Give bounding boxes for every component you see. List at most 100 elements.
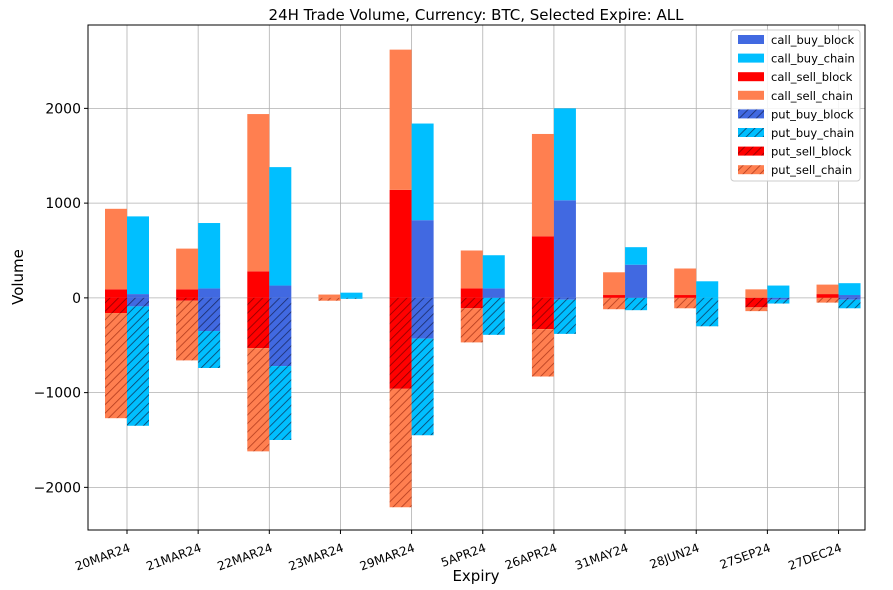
- legend-swatch-put-sell-chain: [738, 165, 764, 175]
- x-tick-label: 20MAR24: [73, 541, 132, 574]
- legend: call_buy_block call_buy_chain call_sell_bl…: [730, 29, 861, 182]
- bars: [105, 49, 861, 508]
- bar-call-sell-block: [531, 236, 554, 298]
- y-tick-label: 0: [72, 291, 81, 307]
- bar-call-sell-chain: [460, 250, 483, 289]
- bar-put-sell-chain: [460, 308, 483, 343]
- bar-put-buy-block: [127, 297, 149, 307]
- bar-put-sell-chain: [745, 307, 768, 312]
- bar-put-buy-chain: [767, 299, 790, 304]
- legend-swatch-put-sell-block: [738, 146, 764, 156]
- bar-put-buy-chain: [198, 331, 221, 368]
- bar-put-sell-chain: [247, 348, 270, 452]
- x-tick-label: 29MAR24: [358, 541, 417, 574]
- bar-put-sell-block: [176, 297, 199, 301]
- legend-label: put_buy_block: [771, 107, 854, 121]
- bar-put-buy-block: [838, 297, 861, 300]
- bar-call-sell-block: [176, 289, 199, 298]
- bar-call-buy-block: [625, 264, 648, 298]
- bar-put-sell-block: [460, 297, 483, 309]
- bar-put-buy-chain: [482, 297, 505, 335]
- bar-put-sell-block: [531, 297, 554, 330]
- bar-put-buy-block: [767, 297, 790, 300]
- bar-call-sell-block: [603, 295, 626, 298]
- legend-label: call_sell_chain: [771, 89, 853, 103]
- y-tick-label: −2000: [34, 480, 81, 496]
- bar-call-sell-chain: [176, 248, 199, 290]
- bar-call-sell-block: [247, 271, 270, 298]
- bar-put-buy-chain: [269, 366, 292, 440]
- bar-put-buy-chain: [625, 297, 648, 311]
- bar-call-sell-chain: [105, 208, 127, 290]
- bar-put-buy-block: [269, 297, 292, 367]
- bar-call-sell-chain: [389, 49, 412, 190]
- bar-put-sell-chain: [389, 388, 412, 508]
- bar-put-sell-block: [105, 297, 127, 314]
- legend-label: put_buy_chain: [771, 126, 854, 140]
- legend-label: call_sell_block: [771, 70, 853, 84]
- y-axis-label: Volume: [9, 249, 27, 305]
- bar-put-buy-chain: [696, 297, 719, 327]
- bar-put-sell-chain: [176, 300, 199, 361]
- bar-call-sell-block: [105, 289, 127, 298]
- y-tick-label: −1000: [34, 386, 81, 402]
- bar-put-buy-block: [198, 297, 221, 332]
- legend-swatch-put-buy-chain: [738, 128, 764, 137]
- y-tick-label: 2000: [45, 101, 81, 117]
- x-tick-label: 23MAR24: [287, 541, 346, 574]
- bar-put-sell-chain: [603, 297, 626, 310]
- legend-swatch-put-buy-block: [738, 109, 764, 119]
- bar-call-sell-chain: [318, 294, 341, 298]
- bar-put-sell-chain: [105, 313, 127, 419]
- bar-call-buy-chain: [269, 167, 292, 286]
- bar-call-buy-chain: [198, 223, 221, 289]
- x-tick-label: 27DEC24: [786, 541, 843, 573]
- bar-put-sell-chain: [674, 297, 697, 309]
- bar-call-buy-block: [482, 288, 505, 298]
- bar-call-buy-block: [411, 220, 434, 298]
- bar-call-buy-block: [838, 295, 861, 298]
- bar-call-sell-block: [816, 294, 839, 298]
- bar-put-sell-chain: [816, 297, 839, 303]
- x-axis-label: Expiry: [452, 567, 499, 585]
- x-tick-label: 26APR24: [503, 541, 559, 573]
- bar-call-buy-chain: [838, 283, 861, 296]
- bar-call-buy-block: [553, 200, 576, 298]
- bar-call-buy-chain: [340, 292, 363, 298]
- bar-call-buy-chain: [482, 255, 505, 289]
- bar-call-sell-chain: [247, 114, 270, 272]
- bar-put-buy-block: [553, 297, 576, 300]
- bar-call-sell-block: [674, 295, 697, 298]
- bar-call-buy-chain: [553, 108, 576, 201]
- legend-swatch-call-sell-block: [738, 72, 764, 82]
- bar-call-buy-block: [269, 285, 292, 298]
- bar-call-buy-chain: [625, 247, 648, 265]
- bar-put-buy-block: [411, 297, 434, 339]
- bar-call-sell-block: [389, 189, 412, 298]
- bar-call-buy-block: [198, 288, 221, 298]
- bar-put-buy-chain: [838, 299, 861, 309]
- bar-put-buy-chain: [340, 297, 363, 299]
- x-tick-label: 22MAR24: [216, 541, 275, 574]
- x-tick-label: 5APR24: [439, 541, 488, 570]
- x-tick-label: 21MAR24: [144, 541, 203, 574]
- bar-put-buy-chain: [411, 338, 434, 436]
- bar-put-sell-block: [745, 297, 768, 308]
- legend-label: put_sell_block: [771, 145, 852, 159]
- bar-call-sell-chain: [674, 268, 697, 296]
- x-tick-label: 31MAY24: [573, 541, 630, 573]
- bar-call-buy-chain: [127, 216, 149, 295]
- bar-put-sell-chain: [318, 297, 341, 301]
- bar-call-sell-chain: [531, 133, 554, 237]
- legend-label: call_buy_block: [771, 33, 855, 47]
- bar-call-buy-chain: [767, 285, 790, 298]
- bar-call-sell-chain: [816, 284, 839, 295]
- legend-swatch-call-buy-chain: [738, 53, 764, 63]
- plot-frame: [87, 24, 866, 531]
- y-tick-label: 1000: [45, 196, 81, 212]
- legend-label: call_buy_chain: [771, 52, 855, 66]
- bar-call-sell-chain: [603, 272, 626, 296]
- bar-put-buy-chain: [127, 306, 149, 426]
- y-axis: −2000 −1000 0 1000 2000: [34, 101, 88, 496]
- legend-swatch-call-sell-chain: [738, 90, 764, 100]
